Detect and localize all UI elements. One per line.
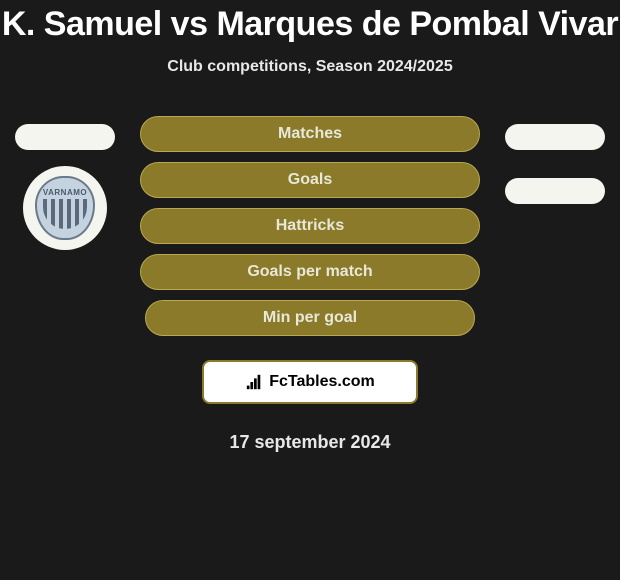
stats-column: Matches Goals Hattricks Goals per match … — [140, 116, 480, 453]
value-pill-left — [15, 124, 115, 150]
page-title: K. Samuel vs Marques de Pombal Vivar — [2, 5, 618, 44]
stat-bar-goals-per-match: Goals per match — [140, 254, 480, 290]
stat-bar-goals: Goals — [140, 162, 480, 198]
date-label: 17 september 2024 — [229, 432, 390, 453]
stat-label: Goals per match — [247, 263, 372, 281]
stat-label: Goals — [288, 171, 332, 189]
crest-label: VARNAMO — [43, 188, 87, 197]
stat-bar-matches: Matches — [140, 116, 480, 152]
crest-stripes-icon — [43, 199, 87, 229]
stat-bar-hattricks: Hattricks — [140, 208, 480, 244]
stat-bar-min-per-goal: Min per goal — [145, 300, 475, 336]
brand-watermark: FcTables.com — [202, 360, 418, 404]
stat-label: Hattricks — [276, 217, 344, 235]
stat-label: Matches — [278, 125, 342, 143]
content-row: VARNAMO Matches Goals Hattricks Goals pe… — [0, 116, 620, 453]
stat-label: Min per goal — [263, 309, 357, 327]
value-pill-right — [505, 178, 605, 204]
player-left-col: VARNAMO — [10, 116, 120, 250]
fctables-logo-icon — [245, 373, 263, 391]
brand-label: FcTables.com — [269, 373, 375, 391]
club-crest-left: VARNAMO — [23, 166, 107, 250]
comparison-card: K. Samuel vs Marques de Pombal Vivar Clu… — [0, 0, 620, 453]
crest-shield-icon: VARNAMO — [35, 176, 95, 240]
value-pill-right — [505, 124, 605, 150]
player-right-col — [500, 116, 610, 204]
season-subtitle: Club competitions, Season 2024/2025 — [167, 58, 452, 76]
